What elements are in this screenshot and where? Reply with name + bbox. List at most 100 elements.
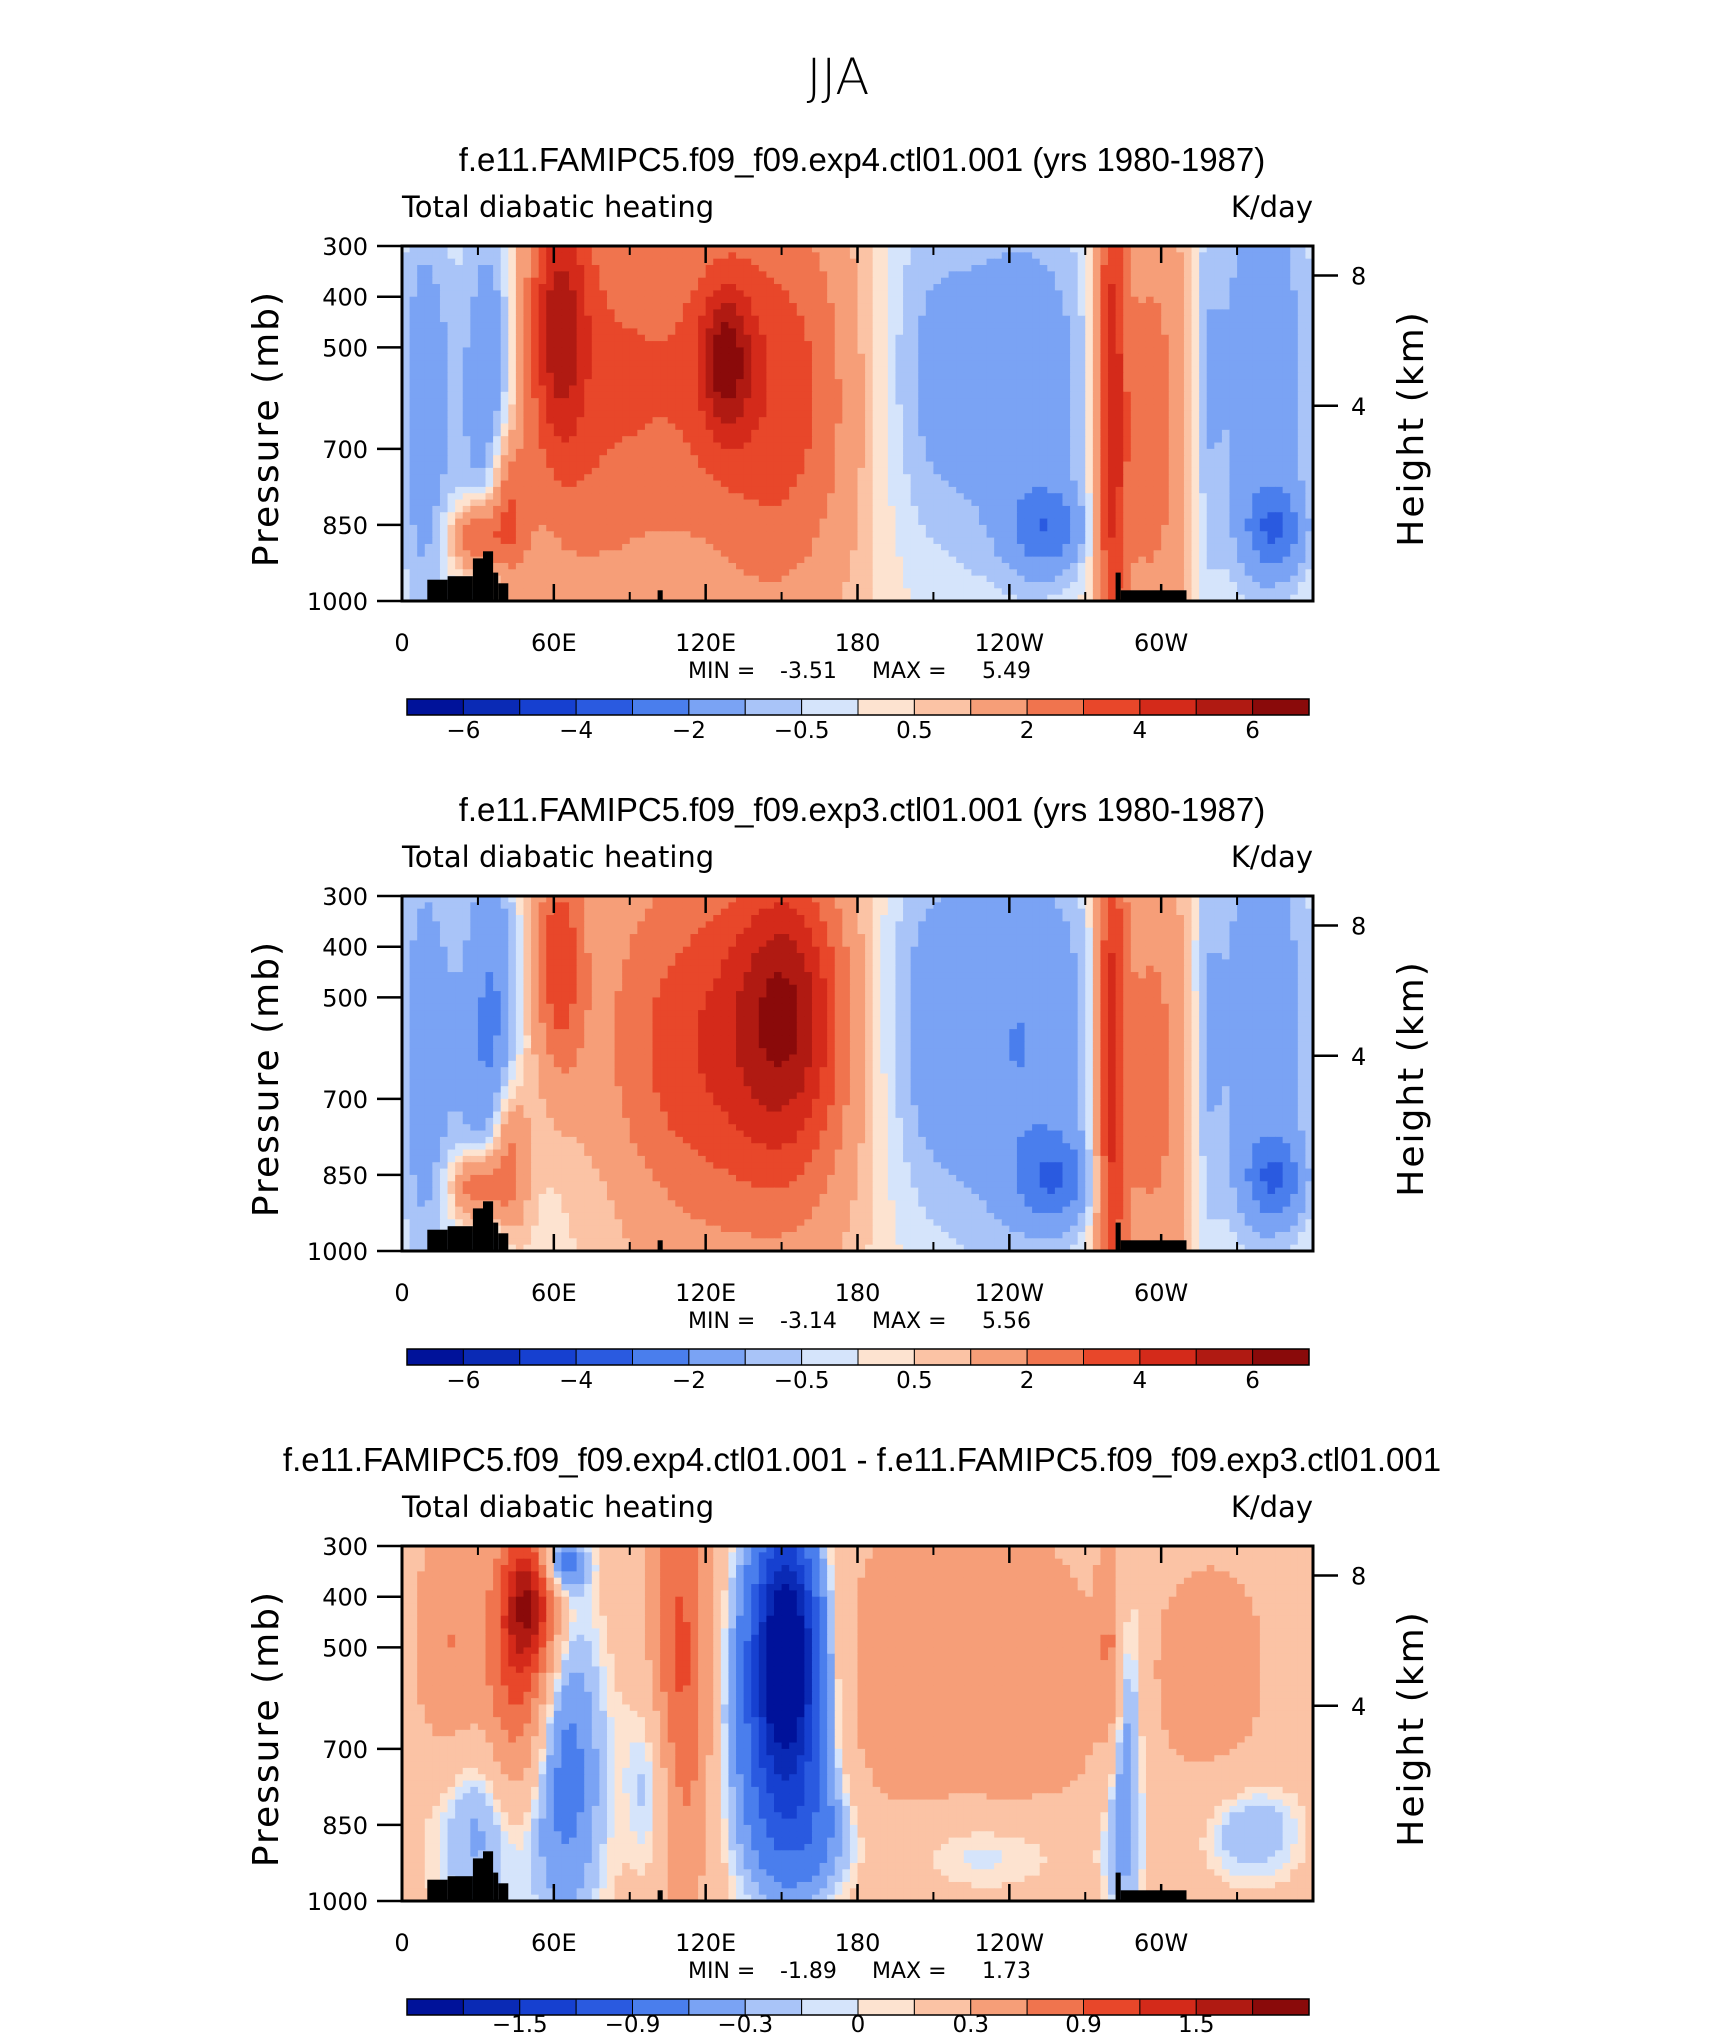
contour-cell (439, 334, 449, 342)
contour-cell (1267, 347, 1276, 355)
contour-cell (546, 277, 555, 285)
contour-cell (531, 334, 540, 342)
contour-cell (986, 391, 995, 399)
contour-cell (994, 455, 1003, 463)
contour-cell (865, 347, 874, 355)
contour-cell (538, 284, 547, 291)
contour-cell (1244, 334, 1253, 342)
contour-cell (569, 328, 578, 336)
contour-cell (1115, 347, 1124, 355)
contour-cell (1176, 455, 1185, 463)
contour-cell (963, 499, 972, 507)
contour-cell (1070, 379, 1079, 387)
contour-cell (698, 436, 707, 444)
contour-cell (1275, 290, 1284, 298)
contour-cell (576, 467, 585, 475)
contour-cell (986, 385, 995, 393)
contour-cell (1191, 322, 1200, 330)
contour-cell (424, 480, 433, 488)
contour-cell (515, 436, 525, 444)
contour-cell (1214, 423, 1223, 431)
contour-cell (538, 258, 547, 266)
contour-cell (432, 271, 441, 279)
contour-cell (1297, 486, 1307, 494)
contour-cell (1138, 347, 1147, 355)
contour-cell (1191, 296, 1200, 304)
contour-cell (925, 448, 935, 456)
contour-cell (584, 296, 593, 304)
contour-cell (1199, 290, 1208, 298)
contour-cell (1009, 410, 1018, 418)
contour-cell (1115, 480, 1124, 488)
contour-cell (1267, 474, 1276, 482)
contour-cell (773, 467, 783, 475)
contour-cell (720, 404, 730, 412)
contour-cell (424, 353, 433, 361)
contour-cell (1100, 429, 1109, 437)
contour-cell (1305, 398, 1314, 406)
contour-cell (1001, 493, 1010, 501)
contour-cell (758, 493, 767, 501)
contour-cell (743, 467, 752, 475)
contour-cell (508, 442, 517, 450)
contour-cell (736, 391, 745, 399)
contour-cell (569, 284, 578, 291)
contour-cell (675, 480, 684, 488)
contour-cell (1016, 360, 1026, 368)
contour-cell (462, 341, 471, 349)
contour-cell (538, 353, 547, 361)
contour-cell (637, 448, 646, 456)
contour-cell (1153, 467, 1162, 475)
contour-cell (622, 486, 631, 494)
contour-cell (1237, 322, 1246, 330)
contour-cell (766, 480, 775, 488)
contour-cell (1259, 277, 1269, 285)
contour-cell (477, 296, 487, 304)
contour-cell (978, 486, 988, 494)
contour-cell (736, 505, 745, 513)
contour-cell (1206, 467, 1215, 475)
contour-cell (447, 505, 456, 513)
contour-cell (561, 347, 570, 355)
contour-cell (690, 379, 699, 387)
contour-cell (865, 277, 874, 285)
contour-cell (698, 309, 707, 317)
contour-cell (887, 499, 897, 507)
contour-cell (857, 398, 866, 406)
contour-cell (1153, 315, 1162, 323)
contour-cell (804, 429, 813, 437)
contour-cell (1039, 429, 1048, 437)
contour-cell (728, 315, 737, 323)
contour-cell (887, 442, 897, 450)
contour-cell (819, 353, 828, 361)
contour-cell (500, 448, 509, 456)
contour-cell (743, 322, 752, 330)
contour-cell (500, 271, 509, 279)
contour-cell (1290, 455, 1299, 463)
contour-cell (1077, 474, 1086, 482)
contour-cell (1085, 379, 1094, 387)
contour-cell (1206, 303, 1215, 310)
contour-cell (834, 436, 843, 444)
contour-cell (819, 322, 828, 330)
contour-cell (698, 252, 707, 260)
contour-cell (1176, 347, 1185, 355)
contour-cell (622, 303, 631, 310)
contour-cell (1214, 258, 1223, 266)
contour-cell (918, 246, 927, 253)
contour-cell (1100, 246, 1109, 253)
contour-cell (736, 442, 745, 450)
contour-cell (614, 258, 623, 266)
contour-cell (994, 246, 1003, 253)
contour-cell (584, 303, 593, 310)
contour-cell (576, 252, 585, 260)
contour-cell (675, 366, 684, 374)
contour-cell (1123, 398, 1132, 406)
contour-cell (728, 423, 737, 431)
contour-cell (865, 271, 874, 279)
contour-cell (1244, 499, 1253, 507)
contour-cell (1016, 493, 1026, 501)
contour-cell (1168, 391, 1177, 399)
contour-cell (728, 486, 737, 494)
contour-cell (591, 277, 600, 285)
